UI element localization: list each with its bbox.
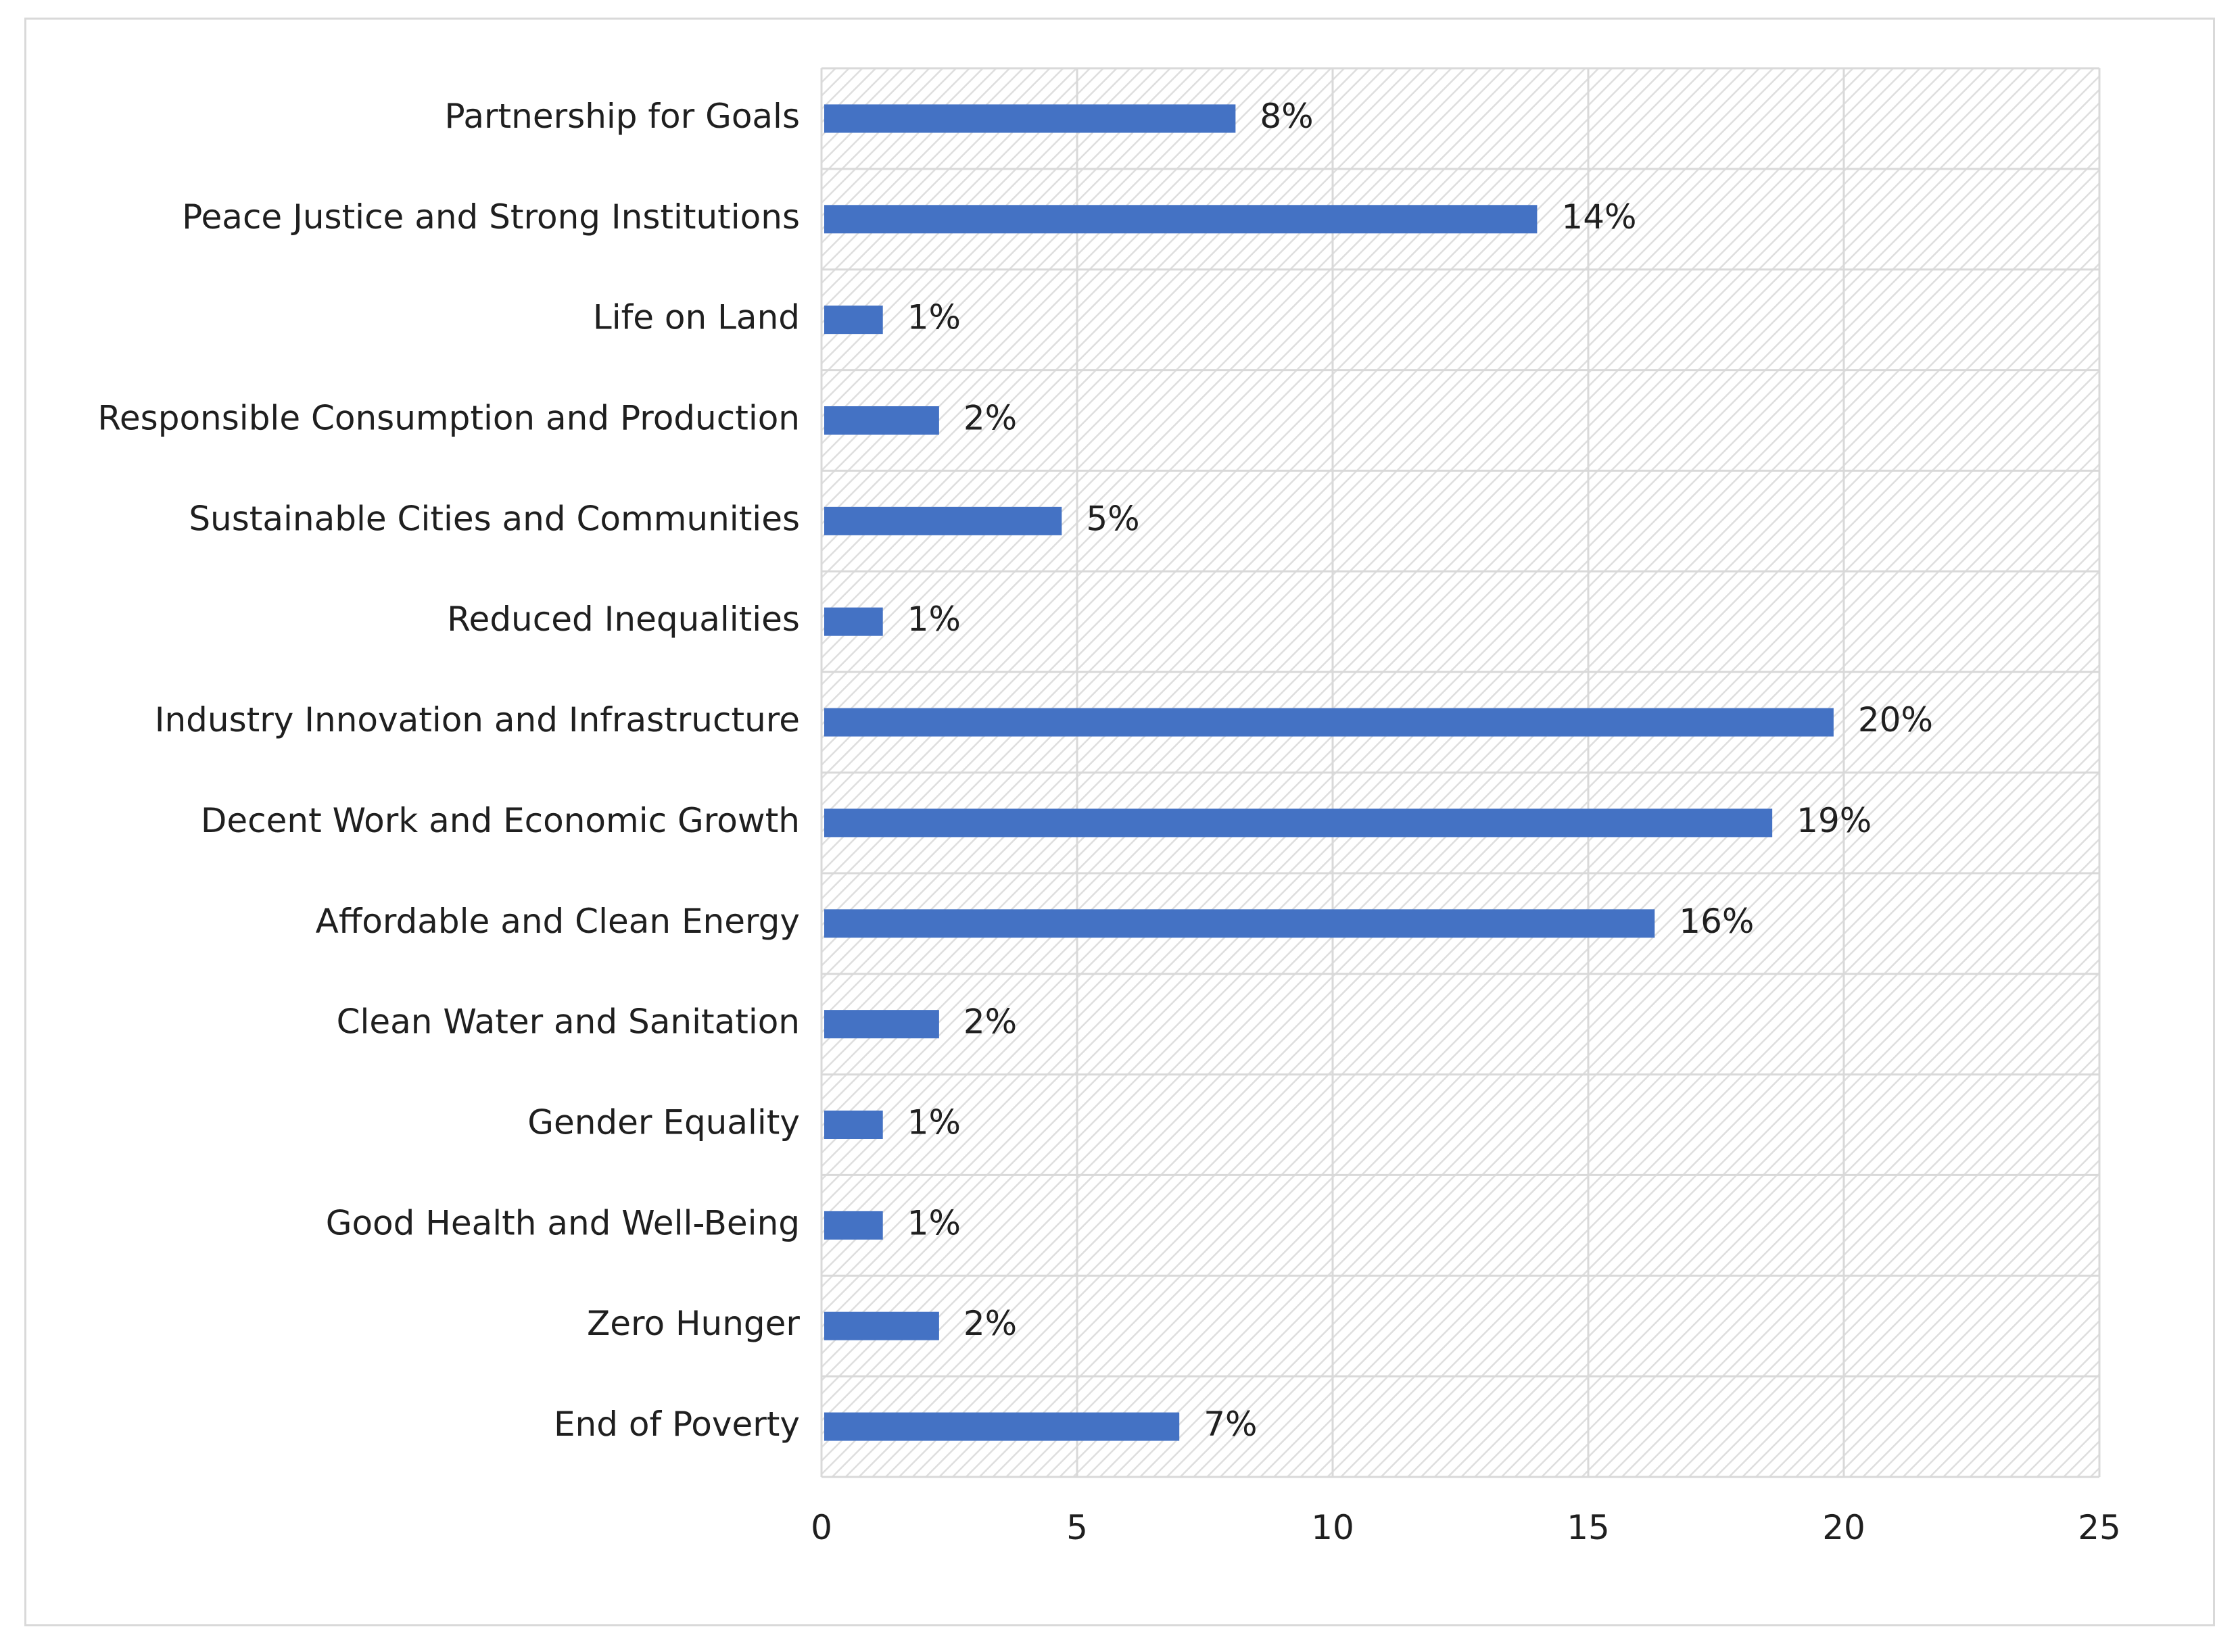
data-label: 1% xyxy=(907,1103,961,1142)
x-tick-label: 10 xyxy=(1311,1508,1354,1547)
data-label: 19% xyxy=(1796,801,1872,840)
data-label: 2% xyxy=(963,1002,1017,1042)
category-label: Zero Hunger xyxy=(587,1304,800,1343)
data-label: 1% xyxy=(907,1203,961,1242)
category-label: Good Health and Well-Being xyxy=(326,1203,800,1242)
data-label: 2% xyxy=(963,1304,1017,1343)
category-label: Decent Work and Economic Growth xyxy=(201,801,800,840)
bar xyxy=(824,1211,883,1240)
data-label: 2% xyxy=(963,399,1017,438)
bar xyxy=(824,1311,939,1340)
category-label: Sustainable Cities and Communities xyxy=(189,499,800,538)
x-tick-label: 25 xyxy=(2078,1508,2121,1547)
bar xyxy=(824,205,1538,234)
bar xyxy=(824,306,883,335)
chart-frame: Partnership for Goals Peace Justice and S… xyxy=(24,18,2215,1626)
data-label: 16% xyxy=(1679,902,1754,941)
category-label: Partnership for Goals xyxy=(444,97,800,136)
category-label: Peace Justice and Strong Institutions xyxy=(182,197,800,237)
bar xyxy=(824,1010,939,1039)
x-tick-label: 20 xyxy=(1822,1508,1865,1547)
data-label: 1% xyxy=(907,298,961,337)
data-label: 20% xyxy=(1858,700,1933,739)
x-tick-label: 15 xyxy=(1567,1508,1610,1547)
x-tick-label: 0 xyxy=(811,1508,832,1547)
bar xyxy=(824,708,1834,737)
category-label: Responsible Consumption and Production xyxy=(97,399,800,438)
bar xyxy=(824,1412,1180,1441)
x-tick-label: 5 xyxy=(1066,1508,1088,1547)
data-label: 1% xyxy=(907,600,961,639)
category-label: Clean Water and Sanitation xyxy=(337,1002,800,1042)
bar-chart: Partnership for Goals Peace Justice and S… xyxy=(97,67,2121,1547)
data-label: 8% xyxy=(1260,97,1313,136)
category-label: Life on Land xyxy=(593,298,800,337)
bar xyxy=(824,607,883,636)
data-label: 5% xyxy=(1086,499,1139,538)
bar xyxy=(824,808,1773,837)
bar xyxy=(824,406,939,435)
category-label: Gender Equality xyxy=(527,1103,800,1142)
bar xyxy=(824,1111,883,1139)
bar xyxy=(824,909,1655,938)
category-label: Industry Innovation and Infrastructure xyxy=(155,700,800,739)
data-label: 7% xyxy=(1204,1405,1257,1444)
category-label: Affordable and Clean Energy xyxy=(316,902,800,941)
category-label: Reduced Inequalities xyxy=(447,600,800,639)
bar xyxy=(824,104,1236,133)
data-label: 14% xyxy=(1561,197,1636,237)
bar xyxy=(824,506,1062,535)
category-label: End of Poverty xyxy=(554,1405,800,1444)
